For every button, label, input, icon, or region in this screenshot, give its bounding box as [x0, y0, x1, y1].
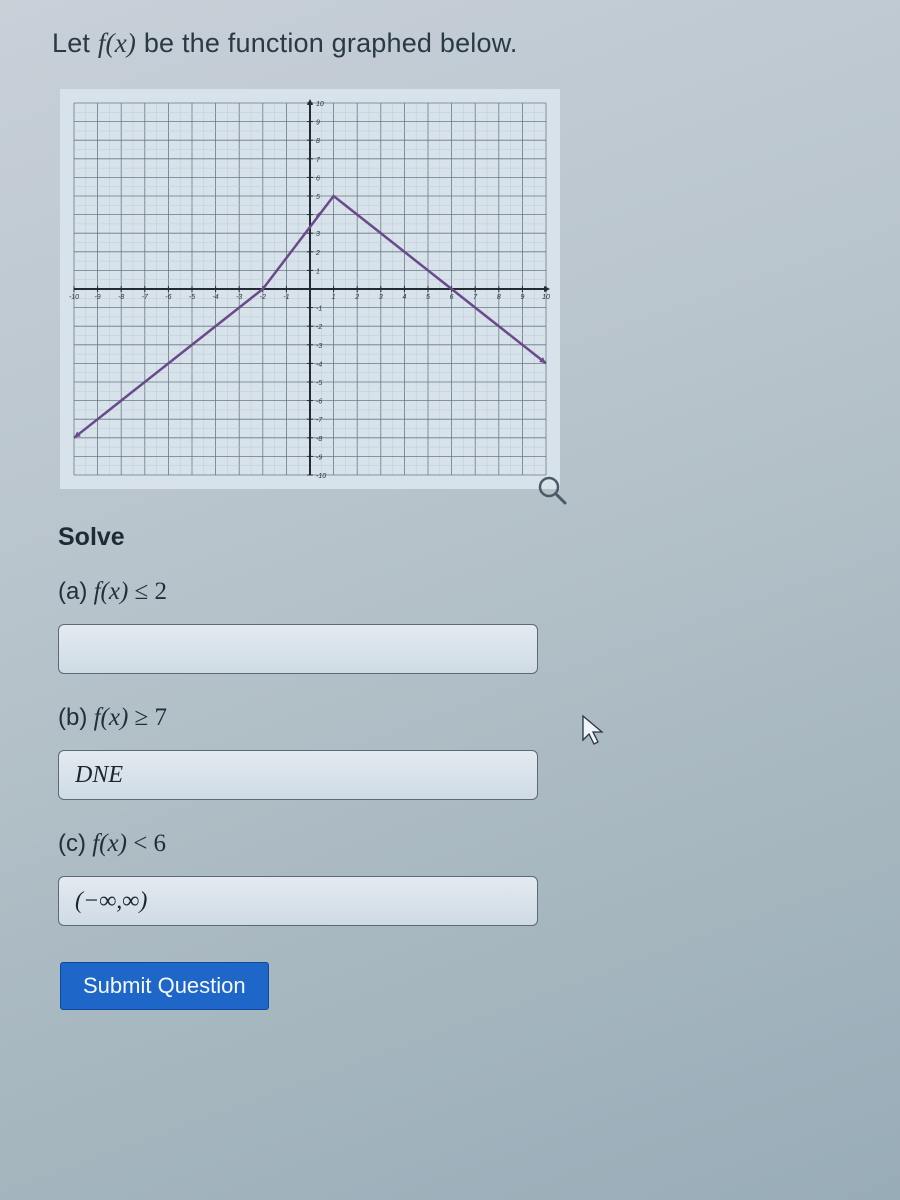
part-c-label: (c) f(x) < 6: [58, 830, 852, 858]
part-b-label: (b) f(x) ≥ 7: [58, 704, 852, 732]
svg-text:-8: -8: [316, 436, 322, 443]
svg-text:-8: -8: [118, 294, 124, 301]
svg-text:1: 1: [316, 268, 320, 275]
svg-text:-9: -9: [94, 294, 100, 301]
part-b-val: 7: [155, 704, 168, 731]
part-b-rel: ≥: [135, 704, 149, 731]
svg-text:-7: -7: [142, 294, 149, 301]
question-prompt: Let f(x) be the function graphed below.: [52, 28, 852, 59]
part-c-answer-input[interactable]: [58, 876, 538, 926]
part-b-letter: (b): [58, 704, 87, 731]
svg-text:-10: -10: [316, 473, 326, 480]
part-b: (b) f(x) ≥ 7: [58, 704, 852, 800]
part-b-func: f(x): [94, 704, 129, 731]
svg-text:-2: -2: [316, 324, 322, 331]
part-c-func: f(x): [92, 830, 127, 857]
svg-text:8: 8: [316, 138, 320, 145]
graph-container: -10-9-8-7-6-5-4-3-2-112345678910-10-9-8-…: [60, 89, 852, 489]
part-a: (a) f(x) ≤ 2: [58, 578, 852, 674]
svg-text:-1: -1: [283, 294, 289, 301]
svg-text:-4: -4: [212, 294, 218, 301]
svg-text:3: 3: [379, 294, 383, 301]
svg-text:-7: -7: [316, 417, 323, 424]
question-page: Let f(x) be the function graphed below. …: [0, 0, 900, 1038]
svg-text:2: 2: [315, 250, 320, 257]
part-c-val: 6: [154, 830, 167, 857]
svg-text:3: 3: [316, 231, 320, 238]
svg-text:-2: -2: [260, 294, 266, 301]
prompt-prefix: Let: [52, 28, 98, 58]
svg-text:10: 10: [316, 101, 324, 108]
svg-text:2: 2: [354, 294, 359, 301]
svg-text:-5: -5: [316, 380, 322, 387]
svg-text:9: 9: [316, 120, 320, 127]
magnify-icon[interactable]: [536, 474, 568, 506]
svg-text:-4: -4: [316, 361, 322, 368]
svg-text:9: 9: [520, 294, 524, 301]
part-a-rel: ≤: [135, 578, 149, 605]
function-graph: -10-9-8-7-6-5-4-3-2-112345678910-10-9-8-…: [60, 89, 560, 489]
svg-text:6: 6: [450, 294, 454, 301]
part-c-letter: (c): [58, 830, 86, 857]
svg-text:-1: -1: [316, 306, 322, 313]
svg-text:8: 8: [497, 294, 501, 301]
svg-text:-3: -3: [236, 294, 242, 301]
svg-text:5: 5: [316, 194, 320, 201]
part-a-answer-input[interactable]: [58, 624, 538, 674]
svg-text:-10: -10: [69, 294, 79, 301]
prompt-suffix: be the function graphed below.: [136, 28, 517, 58]
part-c-rel: <: [133, 830, 147, 857]
part-c: (c) f(x) < 6: [58, 830, 852, 926]
svg-text:1: 1: [332, 294, 336, 301]
svg-text:-9: -9: [316, 454, 322, 461]
part-a-label: (a) f(x) ≤ 2: [58, 578, 852, 606]
prompt-func: f(x): [98, 28, 136, 58]
cursor-arrow-icon: [580, 714, 610, 748]
part-a-val: 2: [155, 578, 168, 605]
svg-text:-5: -5: [189, 294, 195, 301]
svg-text:5: 5: [426, 294, 430, 301]
svg-text:10: 10: [542, 294, 550, 301]
svg-text:4: 4: [402, 294, 406, 301]
svg-text:-3: -3: [316, 343, 322, 350]
svg-text:6: 6: [316, 175, 320, 182]
part-b-answer-input[interactable]: [58, 750, 538, 800]
part-a-func: f(x): [94, 578, 129, 605]
part-a-letter: (a): [58, 578, 87, 605]
submit-button[interactable]: Submit Question: [60, 962, 269, 1010]
svg-text:-6: -6: [165, 294, 171, 301]
svg-text:-6: -6: [316, 399, 322, 406]
solve-heading: Solve: [58, 523, 852, 552]
